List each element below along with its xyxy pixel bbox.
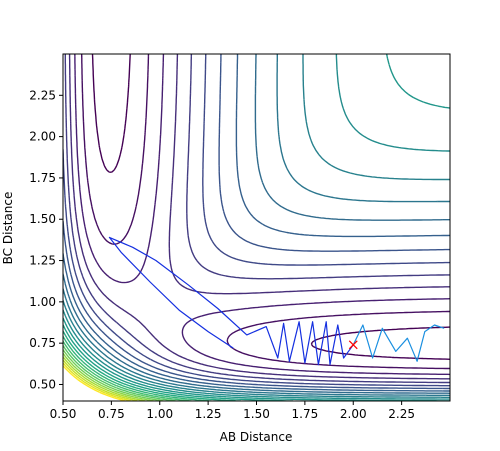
x-tick-label: 2.00 [340,407,367,421]
x-tick-label: 1.00 [146,407,173,421]
contour-level [63,352,155,401]
contour-level [63,54,450,394]
x-axis-label: AB Distance [220,430,293,444]
marker-stroke [348,340,358,350]
contour-level [63,324,294,401]
x-tick-label: 2.25 [388,407,415,421]
y-axis-ticks: 0.50 0.75 1.00 1.25 1.50 1.75 2.00 2.25 [29,88,63,391]
contour-level [63,54,450,390]
contour-level [63,54,450,396]
contour-level [63,365,126,401]
contour-level [63,54,450,392]
y-tick-label: 2.00 [29,130,56,144]
contour-level [64,54,450,384]
x-tick-label: 1.25 [195,407,222,421]
contour-level [63,349,165,401]
x-tick-label: 1.75 [292,407,319,421]
trajectory-line [108,236,354,366]
contour-level [63,362,132,401]
x-tick-label: 1.50 [243,407,270,421]
y-tick-label: 1.75 [29,171,56,185]
end-point-marker [348,340,358,350]
y-tick-label: 1.25 [29,254,56,268]
x-axis-ticks: 0.50 0.75 1.00 1.25 1.50 1.75 2.00 2.25 [50,401,415,421]
contour-lines [63,54,450,401]
y-tick-label: 1.00 [29,295,56,309]
contour-level [63,54,450,398]
contour-level [63,359,139,401]
contour-level [63,345,177,401]
y-axis-label: BC Distance [1,192,15,265]
contour-level [68,54,450,380]
y-tick-label: 0.75 [29,336,56,350]
contour-level [91,54,450,360]
trajectory-lines [108,236,445,366]
y-tick-label: 1.50 [29,212,56,226]
contour-level [63,54,450,400]
y-tick-label: 2.25 [29,88,56,102]
y-tick-label: 0.50 [29,377,56,391]
x-tick-label: 0.50 [50,407,77,421]
trajectory-line [352,324,445,362]
contour-level [81,54,450,370]
contour-level [63,356,146,401]
contour-level [74,54,450,376]
x-tick-label: 0.75 [98,407,125,421]
